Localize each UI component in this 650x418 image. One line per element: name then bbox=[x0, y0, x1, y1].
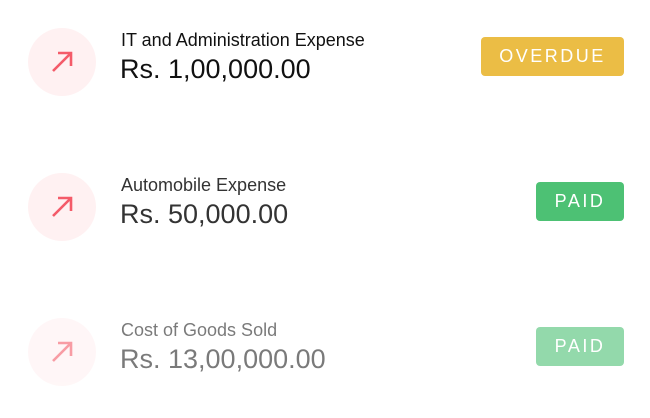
arrow-up-right-icon bbox=[52, 196, 73, 217]
status-badge: PAID bbox=[536, 327, 624, 366]
expense-amount: Rs. 50,000.00 bbox=[120, 199, 289, 229]
status-badge: PAID bbox=[536, 182, 624, 221]
expense-amount: Rs. 13,00,000.00 bbox=[120, 344, 326, 374]
arrow-up-right-icon bbox=[52, 51, 73, 72]
expense-title: Automobile Expense bbox=[121, 175, 287, 195]
expense-title: IT and Administration Expense bbox=[121, 30, 365, 50]
expense-icon-circle bbox=[28, 28, 96, 96]
status-badge: OVERDUE bbox=[481, 37, 624, 76]
expense-item[interactable]: Automobile Expense Rs. 50,000.00 PAID bbox=[0, 173, 650, 273]
expense-item[interactable]: IT and Administration Expense Rs. 1,00,0… bbox=[0, 28, 650, 128]
expense-icon-circle bbox=[28, 173, 96, 241]
expense-title: Cost of Goods Sold bbox=[121, 320, 278, 340]
expense-item[interactable]: Cost of Goods Sold Rs. 13,00,000.00 PAID bbox=[0, 318, 650, 418]
arrow-up-right-icon bbox=[52, 341, 73, 362]
expense-icon-circle bbox=[28, 318, 96, 386]
expense-amount: Rs. 1,00,000.00 bbox=[120, 54, 311, 84]
